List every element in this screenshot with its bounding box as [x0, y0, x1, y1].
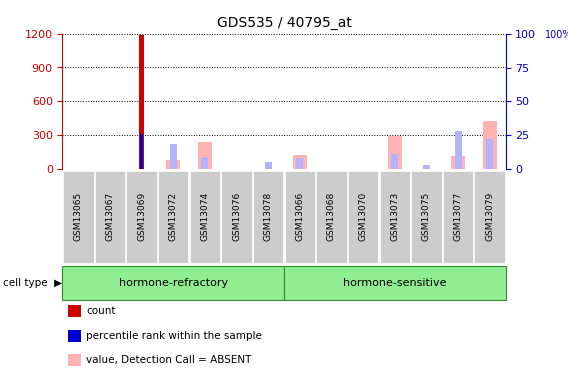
Bar — [140, 134, 144, 169]
Bar — [166, 160, 181, 169]
Bar — [293, 155, 307, 169]
Bar — [139, 35, 144, 169]
Text: GSM13079: GSM13079 — [485, 192, 494, 241]
Text: value, Detection Call = ABSENT: value, Detection Call = ABSENT — [86, 355, 252, 365]
Text: hormone-refractory: hormone-refractory — [119, 278, 228, 288]
Y-axis label: 100%: 100% — [545, 30, 568, 40]
Bar — [423, 165, 430, 169]
Bar — [387, 136, 402, 169]
Text: GSM13068: GSM13068 — [327, 192, 336, 241]
Text: GSM13067: GSM13067 — [106, 192, 114, 241]
Text: GSM13074: GSM13074 — [201, 192, 210, 241]
Bar — [170, 144, 177, 169]
Bar — [483, 122, 497, 169]
Text: GSM13075: GSM13075 — [422, 192, 431, 241]
Text: GSM13078: GSM13078 — [264, 192, 273, 241]
Text: cell type  ▶: cell type ▶ — [3, 278, 62, 288]
Text: GSM13069: GSM13069 — [137, 192, 146, 241]
Text: hormone-sensitive: hormone-sensitive — [343, 278, 446, 288]
Text: percentile rank within the sample: percentile rank within the sample — [86, 331, 262, 340]
Bar — [198, 142, 212, 169]
Bar — [202, 157, 208, 169]
Bar — [451, 156, 465, 169]
Bar — [265, 162, 272, 169]
Bar — [296, 158, 303, 169]
Text: count: count — [86, 306, 116, 316]
Text: GSM13070: GSM13070 — [358, 192, 367, 241]
Text: GSM13065: GSM13065 — [74, 192, 83, 241]
Bar — [486, 139, 493, 169]
Text: GDS535 / 40795_at: GDS535 / 40795_at — [216, 15, 352, 30]
Text: GSM13072: GSM13072 — [169, 192, 178, 241]
Text: GSM13073: GSM13073 — [390, 192, 399, 241]
Text: GSM13076: GSM13076 — [232, 192, 241, 241]
Text: GSM13066: GSM13066 — [295, 192, 304, 241]
Text: GSM13077: GSM13077 — [454, 192, 462, 241]
Bar — [454, 131, 462, 169]
Bar — [391, 154, 398, 169]
